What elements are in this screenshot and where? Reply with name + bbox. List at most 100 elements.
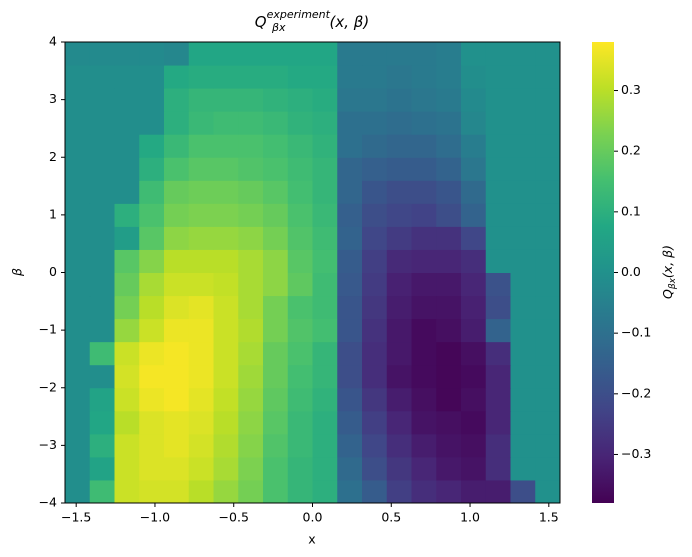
- heatmap-cell: [164, 272, 190, 297]
- heatmap-cell: [386, 226, 412, 250]
- heatmap-cell: [386, 364, 412, 389]
- heatmap-cell: [337, 134, 363, 158]
- heatmap-cell: [263, 65, 289, 89]
- heatmap-cell: [461, 226, 487, 250]
- heatmap-cell: [312, 410, 338, 435]
- heatmap-cell: [436, 111, 462, 135]
- heatmap-cell: [238, 180, 264, 204]
- heatmap-cell: [485, 272, 511, 297]
- heatmap-cell: [510, 364, 536, 389]
- heatmap-cell: [386, 180, 412, 204]
- heatmap-cell: [461, 42, 487, 66]
- heatmap-cell: [287, 203, 313, 227]
- heatmap-cell: [337, 180, 363, 204]
- heatmap-cell: [139, 433, 165, 458]
- heatmap-cell: [485, 387, 511, 412]
- heatmap-cell: [89, 180, 115, 204]
- heatmap-cell: [164, 410, 190, 435]
- heatmap-cell: [535, 134, 561, 158]
- heatmap-cell: [287, 456, 313, 481]
- heatmap-cell: [485, 65, 511, 89]
- heatmap-cell: [461, 111, 487, 135]
- heatmap-cell: [461, 341, 487, 366]
- heatmap-cell: [461, 318, 487, 343]
- heatmap-cell: [188, 157, 214, 181]
- heatmap-cell: [337, 111, 363, 135]
- heatmap-cell: [337, 249, 363, 273]
- heatmap-cell: [188, 65, 214, 89]
- heatmap-cell: [89, 88, 115, 112]
- heatmap-cell: [89, 456, 115, 481]
- heatmap-cell: [362, 180, 388, 204]
- colorbar-tick-label: −0.3: [621, 446, 651, 461]
- heatmap-cell: [337, 42, 363, 66]
- heatmap-cell: [188, 272, 214, 297]
- heatmap-cell: [89, 341, 115, 366]
- heatmap-cell: [114, 295, 140, 320]
- heatmap-cell: [362, 42, 388, 66]
- heatmap-cell: [362, 65, 388, 89]
- heatmap-cell: [386, 134, 412, 158]
- heatmap-cell: [89, 157, 115, 181]
- heatmap-cell: [65, 456, 91, 481]
- heatmap-cell: [188, 42, 214, 66]
- heatmap-cell: [337, 88, 363, 112]
- heatmap-cell: [411, 42, 437, 66]
- heatmap-cell: [485, 226, 511, 250]
- heatmap-cell: [362, 203, 388, 227]
- heatmap-cell: [386, 88, 412, 112]
- x-tick-label: −0.5: [219, 510, 249, 525]
- heatmap-cell: [461, 134, 487, 158]
- heatmap-cell: [337, 364, 363, 389]
- heatmap-cell: [114, 42, 140, 66]
- heatmap-cell: [213, 226, 239, 250]
- heatmap-cell: [263, 318, 289, 343]
- colorbar-label-base: Q: [660, 289, 675, 299]
- heatmap-cell: [287, 272, 313, 297]
- heatmap-cell: [164, 318, 190, 343]
- heatmap-cell: [287, 157, 313, 181]
- heatmap-cell: [188, 433, 214, 458]
- heatmap-cell: [411, 249, 437, 273]
- heatmap-cell: [411, 456, 437, 481]
- heatmap-cell: [65, 111, 91, 135]
- heatmap-cell: [535, 479, 561, 504]
- heatmap-cell: [312, 226, 338, 250]
- heatmap-cell: [535, 226, 561, 250]
- heatmap-cell: [411, 341, 437, 366]
- heatmap-cell: [89, 65, 115, 89]
- heatmap-cell: [164, 134, 190, 158]
- heatmap-cell: [89, 387, 115, 412]
- heatmap-cell: [461, 157, 487, 181]
- heatmap-cell: [312, 479, 338, 504]
- heatmap-cell: [263, 341, 289, 366]
- heatmap-cell: [535, 341, 561, 366]
- title-sub: βx: [271, 21, 286, 34]
- heatmap-cell: [362, 410, 388, 435]
- heatmap-cell: [139, 387, 165, 412]
- heatmap-cell: [485, 295, 511, 320]
- heatmap-cell: [461, 364, 487, 389]
- heatmap-cell: [164, 111, 190, 135]
- heatmap-cell: [263, 249, 289, 273]
- heatmap-cell: [312, 341, 338, 366]
- heatmap-cell: [337, 157, 363, 181]
- heatmap-cell: [65, 42, 91, 66]
- y-axis-label: β: [10, 268, 25, 277]
- heatmap-cell: [362, 157, 388, 181]
- heatmap-cell: [436, 456, 462, 481]
- heatmap-cell: [535, 364, 561, 389]
- heatmap-cell: [337, 433, 363, 458]
- heatmap-cell: [510, 65, 536, 89]
- heatmap-cell: [139, 180, 165, 204]
- heatmap-cell: [238, 410, 264, 435]
- heatmap-cell: [436, 65, 462, 89]
- colorbar: [592, 42, 614, 503]
- heatmap-cell: [263, 479, 289, 504]
- heatmap-cell: [188, 111, 214, 135]
- heatmap-cell: [114, 203, 140, 227]
- heatmap-cell: [89, 295, 115, 320]
- heatmap-cell: [510, 295, 536, 320]
- heatmap-cell: [386, 65, 412, 89]
- heatmap-cell: [312, 203, 338, 227]
